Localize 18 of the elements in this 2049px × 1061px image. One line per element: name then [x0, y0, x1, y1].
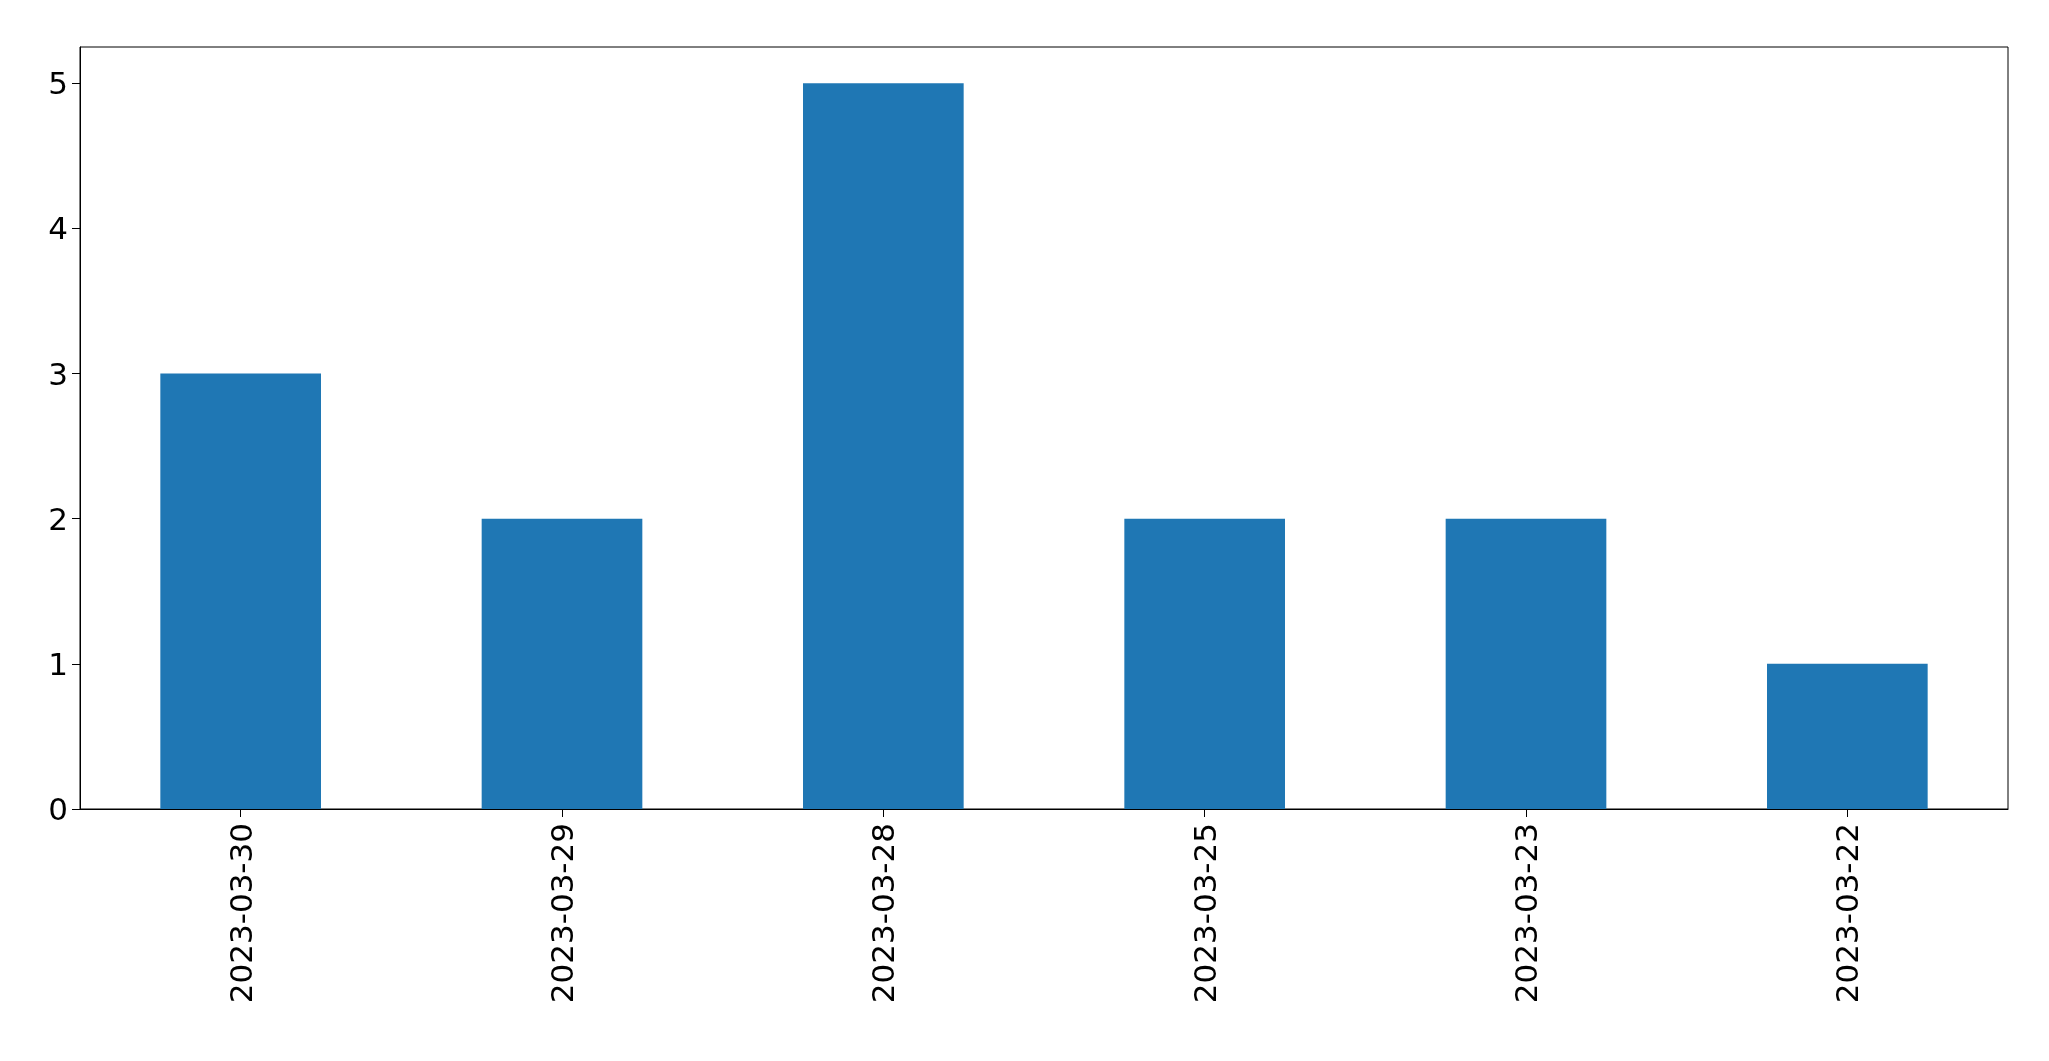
- x-tick-label: 2023-03-22: [1829, 823, 1866, 1004]
- bar: [1767, 663, 1928, 809]
- y-tick-label: 4: [48, 210, 68, 247]
- y-tick-label: 1: [48, 645, 68, 682]
- bar: [160, 373, 321, 809]
- x-tick-label: 2023-03-30: [222, 823, 259, 1004]
- x-tick-label: 2023-03-25: [1186, 823, 1223, 1004]
- bar: [1445, 518, 1607, 809]
- x-tick-label: 2023-03-28: [865, 823, 902, 1004]
- y-tick-label: 2: [48, 500, 68, 537]
- x-tick-label: 2023-03-29: [544, 823, 580, 1004]
- y-tick-label: 0: [48, 791, 68, 827]
- bar: [803, 83, 964, 809]
- bar: [481, 518, 643, 809]
- bar: [1124, 518, 1285, 809]
- y-tick-label: 3: [48, 355, 68, 392]
- x-tick-label: 2023-03-23: [1508, 823, 1544, 1004]
- y-tick-label: 5: [48, 65, 68, 102]
